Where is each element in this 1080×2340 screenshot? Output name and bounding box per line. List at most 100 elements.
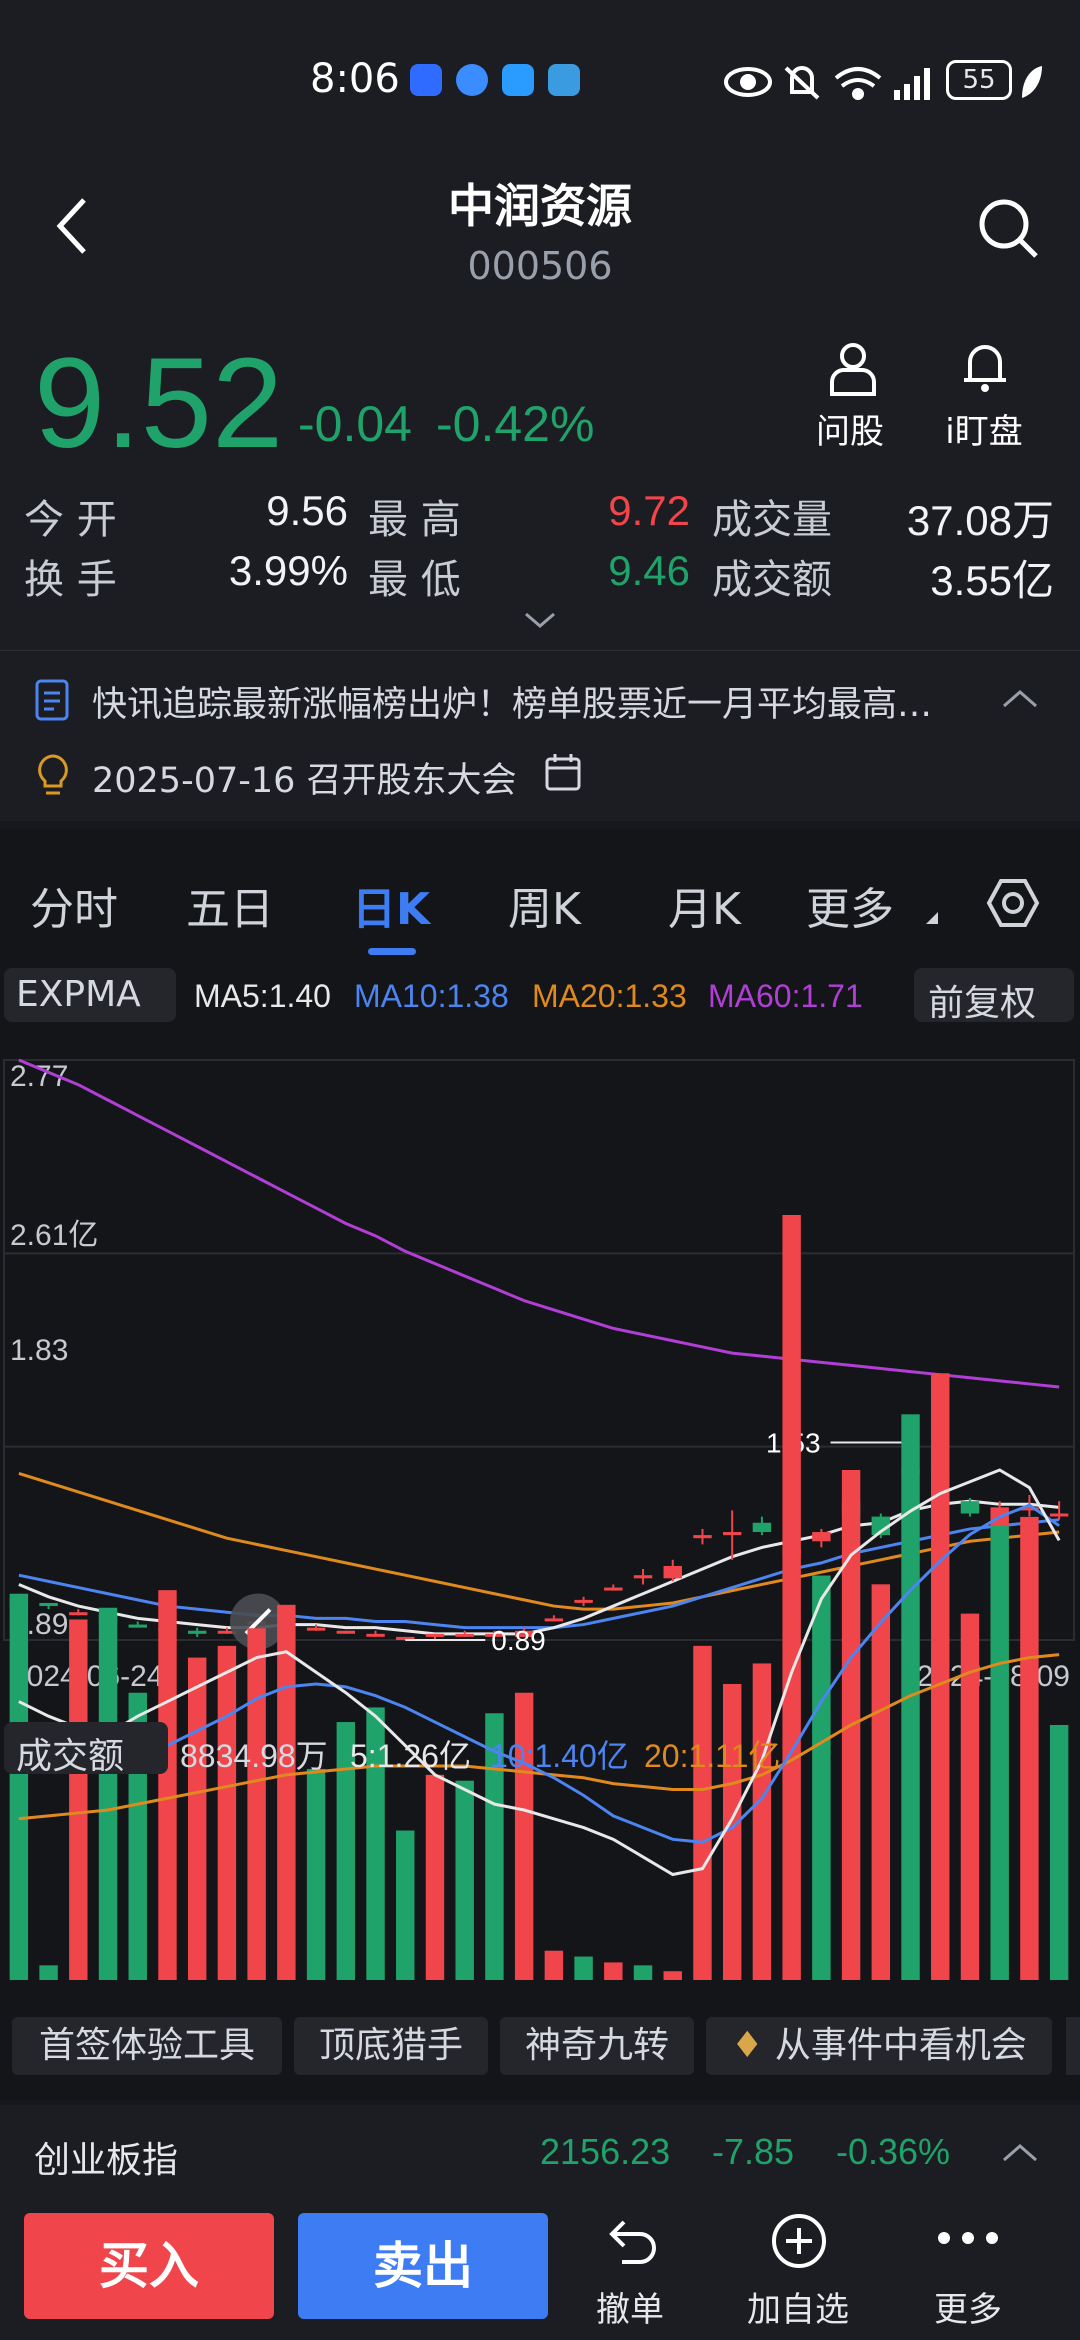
volume-bar: [396, 1830, 415, 1980]
eye-icon: [724, 67, 772, 97]
turnover-label: 换 手: [24, 557, 117, 603]
ma60-line: [18, 1058, 1060, 1389]
search-app-icon: [502, 64, 534, 96]
volume-bar: [604, 1962, 623, 1980]
candle-body: [544, 1618, 564, 1622]
volume-bar: [633, 1965, 653, 1980]
candle-body: [425, 1633, 445, 1637]
tab-daily-k[interactable]: 日K: [352, 884, 431, 935]
high-value: 9.72: [608, 487, 690, 534]
volume-bar: [187, 1657, 207, 1980]
ma20-legend: MA20:1.33: [532, 978, 687, 1014]
price-change: -0.04: [298, 396, 412, 452]
feature-events-label: 从事件中看机会: [774, 2025, 1027, 2066]
candle-body: [871, 1516, 891, 1536]
index-change: -7.85: [712, 2131, 795, 2172]
candle-body: [574, 1599, 593, 1603]
volume-bar: [39, 1965, 58, 1980]
high-label: 最 高: [368, 497, 461, 543]
low-label: 最 低: [368, 557, 461, 603]
volume-bar: [1020, 1516, 1039, 1980]
battery-indicator: 55: [946, 60, 1012, 100]
volume-ma5: 5:1.26亿: [350, 1738, 471, 1774]
feature-nine-turn-button[interactable]: 神奇九转: [500, 2017, 694, 2075]
back-icon[interactable]: [52, 196, 92, 256]
candle-body: [693, 1535, 712, 1539]
candle-body: [455, 1633, 474, 1637]
bell-icon: [964, 345, 1006, 392]
chart-area: [0, 830, 1080, 2100]
candle-body: [663, 1565, 682, 1579]
tab-monthly-k[interactable]: 月K: [668, 884, 741, 935]
candle-body: [722, 1532, 742, 1536]
ask-stock-label: 问股: [816, 412, 884, 452]
volume-bar: [663, 1971, 682, 1980]
ma60-legend: MA60:1.71: [708, 978, 863, 1014]
feature-events-button[interactable]: ♦ 从事件中看机会: [706, 2017, 1052, 2075]
expand-up-icon[interactable]: [1000, 2140, 1040, 2164]
status-time: 8:06: [310, 56, 400, 102]
active-tab-indicator: [368, 948, 416, 955]
add-watchlist-button[interactable]: 加自选: [728, 2208, 868, 2330]
ma10-line: [18, 1518, 1060, 1630]
low-value: 9.46: [608, 547, 690, 594]
adjust-label: 前复权: [928, 983, 1037, 1024]
feature-tool-button[interactable]: 首签体验工具: [12, 2017, 282, 2075]
news-headline[interactable]: 快讯追踪最新涨幅榜出炉！榜单股票近一月平均最高…: [92, 685, 933, 725]
volume-bar: [1049, 1725, 1069, 1980]
candle-body: [604, 1587, 623, 1591]
feature-top-bottom-button[interactable]: 顶底猎手: [294, 2017, 488, 2075]
sell-button[interactable]: 卖出: [298, 2213, 548, 2319]
volume-bar: [425, 1774, 445, 1980]
dropdown-triangle-icon: [926, 912, 938, 924]
settings-icon[interactable]: [986, 876, 1040, 930]
volume-bar: [990, 1525, 1009, 1980]
cancel-order-button[interactable]: 撤单: [560, 2208, 700, 2330]
tab-five-day[interactable]: 五日: [186, 884, 274, 935]
app-notification-icon: [456, 64, 488, 96]
volume-bar: [455, 1780, 474, 1980]
tab-more[interactable]: 更多: [806, 884, 894, 935]
calendar-add-icon[interactable]: [544, 752, 586, 794]
volume-ma5-line: [18, 1468, 1061, 1877]
stock-code: 000506: [467, 244, 613, 288]
adjust-selector[interactable]: 前复权: [914, 968, 1074, 1024]
search-icon[interactable]: [976, 196, 1040, 260]
volume-bar: [98, 1607, 118, 1980]
volume-current: 8834.98万: [180, 1738, 328, 1774]
buy-button[interactable]: 买入: [24, 2213, 274, 2319]
candle-body: [1049, 1513, 1069, 1517]
ask-stock-button[interactable]: 问股: [790, 340, 910, 460]
volume-indicator-selector[interactable]: 成交额: [4, 1722, 168, 1777]
volume-bar: [960, 1613, 980, 1980]
candle-body: [306, 1627, 326, 1631]
candle-body: [1020, 1507, 1039, 1511]
volume-ma10-line: [18, 1503, 1060, 1844]
volume-bar: [812, 1575, 831, 1980]
kline-chart[interactable]: 2.771.830.892024-06-242024-08-091.530.89…: [0, 1040, 1080, 1986]
indicator-selector[interactable]: EXPMA: [4, 968, 176, 1022]
tab-weekly-k[interactable]: 周K: [508, 884, 581, 935]
tab-intraday[interactable]: 分时: [30, 884, 118, 935]
document-icon: [35, 679, 69, 721]
volume-bar: [336, 1722, 356, 1980]
collapse-chevron-icon[interactable]: [1000, 686, 1040, 710]
more-menu-button[interactable]: 更多: [898, 2208, 1038, 2330]
volume-max-label: 2.61亿: [10, 1219, 98, 1252]
stock-header: [0, 140, 1080, 340]
candle-body: [39, 1602, 58, 1607]
news-panel: [0, 650, 1080, 821]
index-bar[interactable]: [0, 2105, 1080, 2205]
undo-icon: [609, 2220, 656, 2264]
event-text[interactable]: 2025-07-16 召开股东大会: [92, 761, 517, 801]
leaf-icon: [1022, 66, 1042, 98]
volume-bar: [544, 1950, 564, 1980]
expand-chevron-icon[interactable]: [522, 610, 558, 632]
app-notification-icon: [410, 64, 442, 96]
watch-alert-button[interactable]: i盯盘: [924, 340, 1044, 460]
volume-value: 37.08万: [906, 497, 1054, 544]
volume-bar: [485, 1713, 504, 1980]
candle-body: [812, 1532, 831, 1542]
add-circle-icon: [772, 2214, 826, 2268]
volume-label: 成交量: [712, 497, 832, 543]
